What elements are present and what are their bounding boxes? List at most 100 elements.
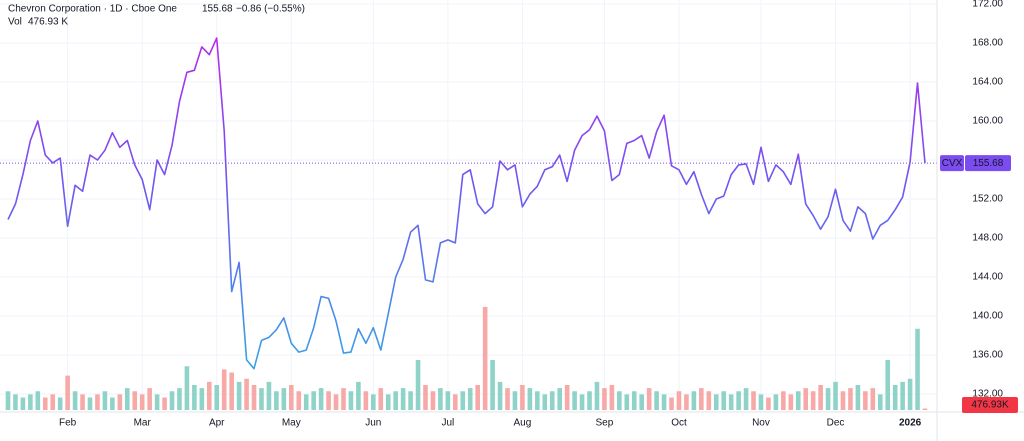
- volume-bar: [467, 388, 473, 410]
- volume-bar: [236, 381, 242, 410]
- volume-bar: [758, 394, 764, 410]
- volume-bar: [661, 394, 667, 410]
- volume-bar: [728, 394, 734, 410]
- volume-bar: [609, 385, 615, 410]
- volume-bar: [333, 394, 339, 410]
- volume-bar: [855, 385, 861, 410]
- volume-bar: [57, 397, 63, 410]
- last-price: 155.68: [202, 4, 233, 15]
- y-tick-label: 132.00: [972, 389, 1003, 400]
- x-tick-label: Apr: [209, 418, 225, 429]
- volume-bar: [669, 397, 674, 410]
- x-tick-label: Sep: [596, 418, 614, 429]
- x-tick-label: Jul: [441, 418, 454, 429]
- volume-bar: [535, 391, 540, 410]
- volume-bar: [221, 369, 227, 410]
- volume-bar: [206, 381, 212, 410]
- volume-bar: [706, 391, 712, 410]
- volume-bar: [877, 394, 883, 410]
- volume-bar: [184, 366, 190, 410]
- volume-bar: [482, 306, 488, 410]
- volume-bar: [587, 391, 592, 410]
- volume-bar: [520, 385, 525, 410]
- volume-bar: [870, 388, 876, 410]
- volume-bar: [602, 388, 607, 410]
- volume-bar: [922, 408, 928, 410]
- volume-bar: [736, 391, 741, 410]
- volume-bar: [572, 391, 577, 410]
- volume-bar: [5, 391, 11, 410]
- volume-bar: [117, 394, 123, 410]
- volume-bar: [408, 391, 413, 410]
- volume-badge: [962, 397, 1018, 413]
- volume-bar: [326, 391, 331, 410]
- volume-bar: [35, 391, 41, 410]
- volume-bar: [512, 391, 518, 410]
- volume-bar: [177, 388, 182, 410]
- volume-bar: [28, 394, 33, 410]
- volume-bar: [296, 391, 302, 410]
- volume-bar: [892, 385, 898, 410]
- volume-bar: [318, 388, 324, 410]
- volume-bar: [356, 381, 361, 410]
- y-tick-label: 140.00: [972, 311, 1003, 322]
- volume-bar: [430, 391, 436, 410]
- volume-bar: [393, 391, 398, 410]
- volume-bar: [840, 391, 846, 410]
- volume-bar: [266, 381, 272, 410]
- volume-bar: [475, 385, 480, 410]
- volume-bar: [490, 360, 495, 410]
- volume-bar: [751, 391, 756, 410]
- volume-bar: [818, 385, 823, 410]
- volume-bar: [810, 391, 816, 410]
- volume-bar: [132, 391, 138, 410]
- x-tick-label: Nov: [752, 418, 770, 429]
- volume-bar: [251, 385, 257, 410]
- volume-bar: [303, 394, 309, 410]
- price-line: [7, 37, 926, 370]
- y-tick-label: 152.00: [972, 194, 1003, 205]
- volume-bar: [438, 388, 443, 410]
- volume-bar: [699, 388, 704, 410]
- symbol-badge: [940, 155, 964, 172]
- y-tick-label: 164.00: [972, 77, 1003, 88]
- volume-bar: [87, 397, 93, 410]
- volume-bar: [400, 388, 406, 410]
- volume-bar: [20, 397, 26, 410]
- price-badge-label: 155.68: [973, 158, 1004, 169]
- volume-bar: [639, 394, 644, 410]
- volume-bar: [281, 388, 287, 410]
- y-tick-label: 136.00: [972, 350, 1003, 361]
- volume-bar: [691, 391, 697, 410]
- x-tick-label: Jun: [365, 418, 381, 429]
- y-tick-label: 172.00: [972, 0, 1003, 10]
- chart-title: Chevron Corporation · 1D · Cboe One: [8, 4, 177, 15]
- volume-bar: [885, 360, 891, 410]
- x-tick-label: Oct: [671, 418, 687, 429]
- y-tick-label: 148.00: [972, 233, 1003, 244]
- volume-bar: [124, 388, 130, 410]
- x-tick-label: Dec: [827, 418, 845, 429]
- volume-bar: [781, 391, 786, 410]
- volume-bar: [788, 394, 794, 410]
- y-tick-label: 144.00: [972, 272, 1003, 283]
- volume-bar: [378, 388, 384, 410]
- volume-bar: [274, 391, 279, 410]
- volume-bar: [445, 391, 451, 410]
- volume-bar: [542, 394, 548, 410]
- volume-bar: [139, 394, 145, 410]
- volume-bar: [624, 394, 630, 410]
- volume-bar: [676, 391, 682, 410]
- volume-bar: [654, 391, 659, 410]
- price-badge: [965, 155, 1011, 172]
- volume-bar: [505, 388, 510, 410]
- price-change: −0.86 (−0.55%): [236, 4, 305, 15]
- x-tick-label: Aug: [514, 418, 532, 429]
- volume-bar: [453, 394, 458, 410]
- volume-bar: [80, 394, 85, 410]
- volume-bar: [363, 391, 369, 410]
- volume-bar: [773, 394, 779, 410]
- volume-bar: [423, 385, 428, 410]
- volume-value: 476.93 K: [28, 17, 68, 28]
